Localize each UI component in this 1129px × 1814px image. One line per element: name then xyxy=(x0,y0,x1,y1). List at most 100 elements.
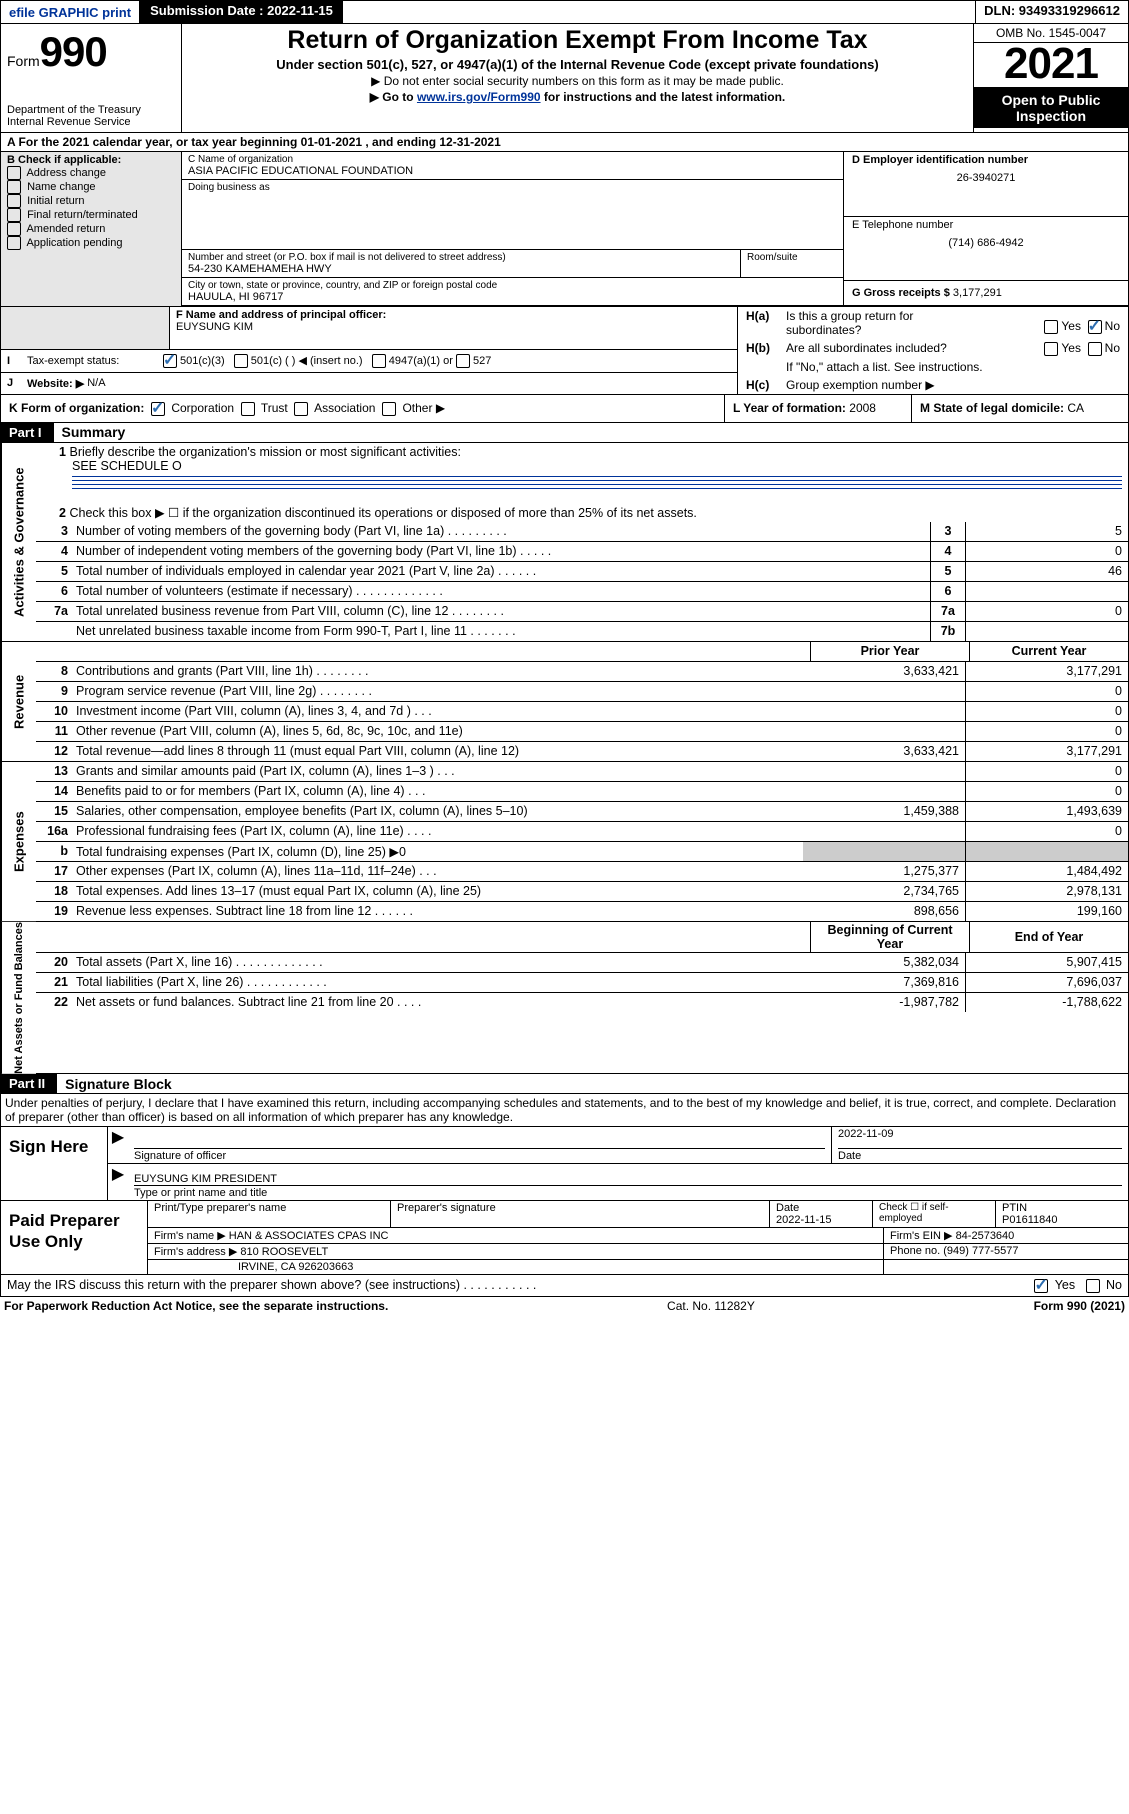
b-checkbox[interactable] xyxy=(7,208,21,222)
line-desc: Net assets or fund balances. Subtract li… xyxy=(72,994,803,1010)
b-checkbox[interactable] xyxy=(7,236,21,250)
officer-name-title: EUYSUNG KIM PRESIDENT xyxy=(134,1173,1122,1185)
city-state-zip: HAUULA, HI 96717 xyxy=(188,291,837,303)
street-address: 54-230 KAMEHAMEHA HWY xyxy=(188,263,734,275)
prior-year-val: -1,987,782 xyxy=(803,993,965,1012)
k-trust-lbl: Trust xyxy=(261,401,288,415)
ha-no[interactable] xyxy=(1088,320,1102,334)
b-checkbox[interactable] xyxy=(7,194,21,208)
prep-sig-label: Preparer's signature xyxy=(391,1201,770,1227)
sign-here-table: Sign Here ▶ Signature of officer 2022-11… xyxy=(0,1126,1129,1201)
form-title: Return of Organization Exempt From Incom… xyxy=(192,26,963,55)
current-year-val: 199,160 xyxy=(965,902,1128,921)
opt-501c3: 501(c)(3) xyxy=(180,355,225,367)
k-trust[interactable] xyxy=(241,402,255,416)
top-toolbar: efile GRAPHIC print Submission Date : 20… xyxy=(0,0,1129,24)
line-desc: Other expenses (Part IX, column (A), lin… xyxy=(72,863,803,879)
website-value: N/A xyxy=(87,377,105,390)
line-desc: Total expenses. Add lines 13–17 (must eq… xyxy=(72,883,803,899)
firm-name-label: Firm's name ▶ xyxy=(154,1230,226,1242)
line-num: 11 xyxy=(36,723,72,739)
may-irs-no[interactable] xyxy=(1086,1279,1100,1293)
hb-yes[interactable] xyxy=(1044,342,1058,356)
opt-4947: 4947(a)(1) or xyxy=(389,355,453,367)
line-num xyxy=(36,630,72,632)
line-desc: Revenue less expenses. Subtract line 18 … xyxy=(72,903,803,919)
prior-year-val xyxy=(803,682,965,701)
k-corp[interactable] xyxy=(151,402,165,416)
line-ref: 7a xyxy=(930,602,966,621)
chk-527[interactable] xyxy=(456,354,470,368)
sidetab-expenses: Expenses xyxy=(1,762,36,921)
line-ref: 7b xyxy=(930,622,966,641)
k-assoc[interactable] xyxy=(294,402,308,416)
principal-officer: EUYSUNG KIM xyxy=(176,321,731,333)
line-num: 13 xyxy=(36,763,72,779)
year-formation: 2008 xyxy=(849,401,876,415)
section-fh: F Name and address of principal officer:… xyxy=(0,307,1129,395)
line-num: 18 xyxy=(36,883,72,899)
k-label: K Form of organization: xyxy=(9,401,144,415)
sidetab-governance: Activities & Governance xyxy=(1,443,36,641)
may-irs-no-lbl: No xyxy=(1106,1278,1122,1292)
line-desc: Professional fundraising fees (Part IX, … xyxy=(72,823,803,839)
subtitle-1: Under section 501(c), 527, or 4947(a)(1)… xyxy=(192,57,963,72)
b-header: B Check if applicable: xyxy=(7,154,175,166)
line-num: 19 xyxy=(36,903,72,919)
line-val: 5 xyxy=(966,522,1128,541)
self-employed-check[interactable]: Check ☐ if self-employed xyxy=(873,1201,996,1227)
room-label: Room/suite xyxy=(747,252,837,263)
prior-year-val xyxy=(803,842,965,861)
prior-year-val: 3,633,421 xyxy=(803,662,965,681)
current-year-val: 0 xyxy=(965,702,1128,721)
b-option-label: Amended return xyxy=(26,223,105,235)
paid-preparer-label: Paid Preparer Use Only xyxy=(1,1201,148,1274)
line-desc: Other revenue (Part VIII, column (A), li… xyxy=(72,723,803,739)
b-checkbox[interactable] xyxy=(7,180,21,194)
c-name-label: C Name of organization xyxy=(188,154,837,165)
prior-year-val: 7,369,816 xyxy=(803,973,965,992)
paid-preparer-table: Paid Preparer Use Only Print/Type prepar… xyxy=(0,1201,1129,1275)
line-num: b xyxy=(36,843,72,859)
state-domicile: CA xyxy=(1067,401,1084,415)
open-inspection: Open to Public Inspection xyxy=(974,88,1128,128)
chk-501c3[interactable] xyxy=(163,354,177,368)
k-other[interactable] xyxy=(382,402,396,416)
line-desc: Total fundraising expenses (Part IX, col… xyxy=(72,843,803,860)
line-desc: Total revenue—add lines 8 through 11 (mu… xyxy=(72,743,803,759)
line-num: 7a xyxy=(36,603,72,619)
line-val: 46 xyxy=(966,562,1128,581)
efile-print-button[interactable]: efile GRAPHIC print xyxy=(1,1,140,23)
b-checkbox[interactable] xyxy=(7,222,21,236)
chk-501c[interactable] xyxy=(234,354,248,368)
may-irs-yes[interactable] xyxy=(1034,1279,1048,1293)
tax-exempt-label: Tax-exempt status: xyxy=(27,355,163,367)
line-a: A For the 2021 calendar year, or tax yea… xyxy=(0,133,1129,152)
tax-year: 2021 xyxy=(974,43,1128,88)
b-checkbox[interactable] xyxy=(7,166,21,180)
section-klm: K Form of organization: Corporation Trus… xyxy=(0,395,1129,423)
form-footer: For Paperwork Reduction Act Notice, see … xyxy=(0,1297,1129,1315)
hb-note: If "No," attach a list. See instructions… xyxy=(738,358,1128,376)
prior-year-val: 1,275,377 xyxy=(803,862,965,881)
phone-value: (714) 686-4942 xyxy=(852,237,1120,249)
line-num: 16a xyxy=(36,823,72,839)
line-desc: Total number of volunteers (estimate if … xyxy=(72,583,930,599)
line-desc: Total number of individuals employed in … xyxy=(72,563,930,579)
prior-year-val: 2,734,765 xyxy=(803,882,965,901)
line2-text: Check this box ▶ ☐ if the organization d… xyxy=(69,506,696,520)
hb-no[interactable] xyxy=(1088,342,1102,356)
instructions-link[interactable]: www.irs.gov/Form990 xyxy=(417,90,541,104)
firm-ein: 84-2573640 xyxy=(956,1230,1015,1242)
footer-cat: Cat. No. 11282Y xyxy=(667,1299,755,1313)
current-year-val xyxy=(965,842,1128,861)
firm-ein-label: Firm's EIN ▶ xyxy=(890,1230,953,1242)
line-num: 8 xyxy=(36,663,72,679)
prior-year-val: 5,382,034 xyxy=(803,953,965,972)
chk-4947[interactable] xyxy=(372,354,386,368)
line-num: 15 xyxy=(36,803,72,819)
org-name: ASIA PACIFIC EDUCATIONAL FOUNDATION xyxy=(188,165,837,177)
ha-yes[interactable] xyxy=(1044,320,1058,334)
goto-prefix: ▶ Go to xyxy=(370,90,417,104)
firm-addr2: IRVINE, CA 926203663 xyxy=(148,1260,884,1274)
